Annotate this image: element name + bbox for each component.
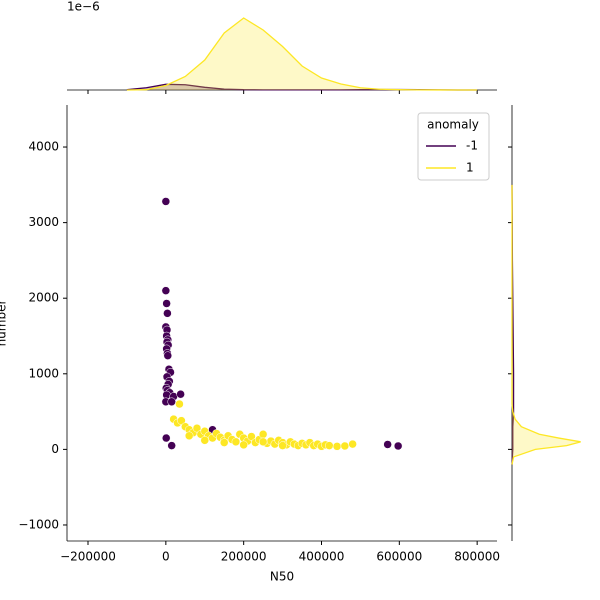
scatter-point (393, 441, 403, 451)
legend: anomaly -1 1 (417, 112, 490, 181)
legend-label: -1 (466, 139, 478, 153)
density-curve (511, 184, 581, 465)
scatter-point (161, 433, 171, 443)
y-tick-label: 3000 (28, 215, 59, 229)
scatter-point (162, 299, 171, 308)
legend-title: anomaly (427, 118, 479, 132)
x-axis-label: N50 (270, 570, 294, 584)
x-tick-label: 600000 (376, 550, 422, 564)
scatter-point (161, 197, 171, 206)
scatter-point (167, 441, 176, 450)
y-tick-label: 2000 (28, 291, 59, 305)
x-tick-label: 200000 (221, 550, 267, 564)
scatter-point (192, 423, 202, 433)
scatter-point (167, 397, 176, 407)
scatter-point (184, 431, 194, 441)
y-tick-label: 1000 (28, 366, 59, 380)
density-fill (512, 184, 581, 465)
scatter-point (348, 439, 357, 449)
scatter-point (219, 438, 229, 447)
scatter-point (239, 440, 248, 450)
scatter-point (258, 437, 268, 447)
scatter-point (163, 351, 173, 360)
scatter-point (247, 432, 256, 441)
scatter-point (175, 399, 184, 409)
density-curve (126, 17, 478, 91)
scatter-point (325, 441, 334, 450)
scatter-point (332, 442, 342, 451)
density-fill (126, 18, 478, 90)
scatter-point (383, 440, 392, 449)
y-tick-label: 4000 (28, 140, 59, 154)
scatter-point (177, 416, 186, 425)
y-axis-label: number (0, 300, 9, 347)
scatter-point (176, 389, 185, 399)
x-tick-label: 800000 (454, 550, 500, 564)
y-tick-label: 0 (51, 442, 59, 456)
scatter-point (258, 430, 268, 439)
scatter-point (161, 286, 171, 295)
y-tick-label: −1000 (18, 517, 59, 531)
scatter-point (278, 441, 287, 450)
scatter-point (340, 441, 350, 451)
x-tick-label: −200000 (60, 550, 116, 564)
x-tick-label: 400000 (299, 550, 345, 564)
scatter-point (231, 437, 241, 447)
x-tick-label: 0 (162, 550, 170, 564)
legend-label: 1 (466, 161, 474, 175)
scatter-point (200, 436, 210, 445)
scatter-point (163, 309, 172, 318)
offset-label: 1e−6 (67, 0, 100, 14)
